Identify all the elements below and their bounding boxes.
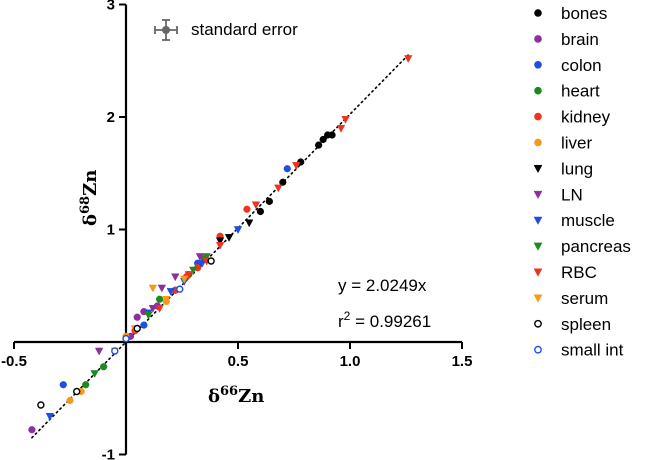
data-point-heart: [156, 295, 164, 303]
data-point-heart: [82, 381, 90, 389]
legend-marker-lung: [533, 164, 543, 174]
data-point-brain: [133, 313, 141, 321]
data-point-liver: [66, 396, 74, 405]
data-point-ln: [195, 253, 205, 261]
legend-label-spleen: spleen: [561, 315, 611, 334]
data-point-spleen: [73, 387, 81, 396]
y-tick-label: 2: [107, 109, 115, 126]
data-point-muscle: [166, 288, 175, 296]
data-point-lung: [224, 234, 234, 242]
legend-label-colon: colon: [561, 56, 602, 75]
data-point-ln: [157, 284, 167, 293]
data-point-rbc: [184, 271, 193, 279]
legend-marker-brain: [534, 35, 542, 43]
data-point-kidney: [243, 205, 251, 213]
data-point-lung: [215, 237, 225, 246]
data-point-ln: [171, 273, 180, 282]
legend-marker-ln: [533, 190, 543, 200]
legend-marker-small-int: [534, 345, 542, 354]
data-point-muscle: [233, 226, 243, 234]
data-point-rbc: [155, 304, 164, 313]
data-point-rbc: [341, 115, 350, 124]
data-point-ln: [94, 347, 104, 356]
data-point-rbc: [274, 184, 283, 193]
x-tick-label: 1.5: [452, 353, 473, 370]
data-point-brain: [28, 426, 36, 434]
legend-label-kidney: kidney: [561, 108, 611, 127]
data-point-serum: [162, 295, 171, 304]
standard-error-glyph: [154, 19, 178, 41]
data-point-rbc: [251, 201, 261, 210]
legend-marker-liver: [534, 138, 542, 147]
data-point-bones: [315, 141, 323, 149]
legend-marker-rbc: [533, 268, 543, 277]
data-point-rbc: [215, 241, 225, 250]
data-point-spleen: [133, 324, 141, 333]
data-point-colon: [140, 321, 148, 329]
data-point-colon: [283, 165, 291, 173]
y-axis-title: δ68Zn: [78, 170, 101, 226]
regression-equation: y = 2.0249x: [338, 276, 427, 295]
legend-label-muscle: muscle: [561, 211, 615, 230]
data-point-kidney: [194, 264, 202, 272]
data-point-pancreas: [144, 311, 153, 320]
data-point-rbc: [336, 124, 346, 133]
y-tick-label: 1: [107, 222, 115, 239]
legend-marker-heart: [534, 86, 542, 95]
data-point-bones: [265, 197, 273, 205]
data-point-small-int: [176, 285, 184, 293]
data-point-pancreas: [90, 370, 99, 378]
legend-label-liver: liver: [561, 134, 593, 153]
r-squared-annotation: r2 = 0.99261: [338, 309, 431, 331]
data-point-muscle: [45, 412, 55, 421]
legend-marker-pancreas: [533, 242, 543, 251]
legend-label-brain: brain: [561, 30, 599, 49]
legend-marker-colon: [534, 61, 542, 69]
data-point-serum: [180, 275, 189, 284]
data-point-serum: [148, 284, 158, 293]
legend-marker-kidney: [534, 112, 542, 121]
legend-label-bones: bones: [561, 4, 607, 23]
x-tick-label: -0.5: [1, 353, 27, 370]
data-point-spleen: [207, 257, 215, 265]
data-point-bones: [279, 178, 287, 186]
legend-label-serum: serum: [561, 289, 608, 308]
legend: bones brain colon heart kidney liver lung LN mus…: [533, 4, 631, 360]
legend-marker-serum: [533, 294, 543, 303]
data-point-bones: [256, 207, 264, 216]
data-point-rbc: [292, 162, 301, 170]
legend-label-heart: heart: [561, 82, 600, 101]
data-point-ln: [148, 304, 158, 313]
legend-marker-muscle: [533, 216, 543, 225]
legend-label-ln: LN: [561, 185, 583, 204]
legend-label-small-int: small int: [561, 341, 624, 360]
data-point-lung: [245, 219, 254, 228]
x-axis-title: δ66Zn: [208, 384, 264, 407]
legend-label-rbc: RBC: [561, 263, 597, 282]
data-point-pancreas: [202, 253, 211, 261]
y-tick-label: 3: [107, 0, 115, 14]
data-point-bones: [328, 131, 336, 139]
standard-error-label: standard error: [191, 20, 298, 39]
x-tick-label: 0.5: [228, 353, 249, 370]
legend-marker-bones: [534, 9, 542, 17]
x-tick-label: 1.0: [340, 353, 361, 370]
data-point-bones: [319, 135, 327, 144]
data-point-heart: [100, 363, 108, 371]
data-point-rbc: [404, 55, 413, 63]
data-point-small-int: [122, 334, 130, 343]
data-point-muscle: [197, 259, 207, 268]
legend-marker-spleen: [534, 319, 542, 328]
legend-label-pancreas: pancreas: [561, 237, 631, 256]
data-point-pancreas: [189, 266, 198, 275]
data-point-colon: [59, 381, 67, 389]
data-point-spleen: [37, 401, 45, 409]
se-center-dot: [162, 26, 170, 34]
y-tick-label: -1: [102, 447, 115, 460]
data-point-small-int: [111, 347, 119, 355]
legend-label-lung: lung: [561, 159, 593, 178]
